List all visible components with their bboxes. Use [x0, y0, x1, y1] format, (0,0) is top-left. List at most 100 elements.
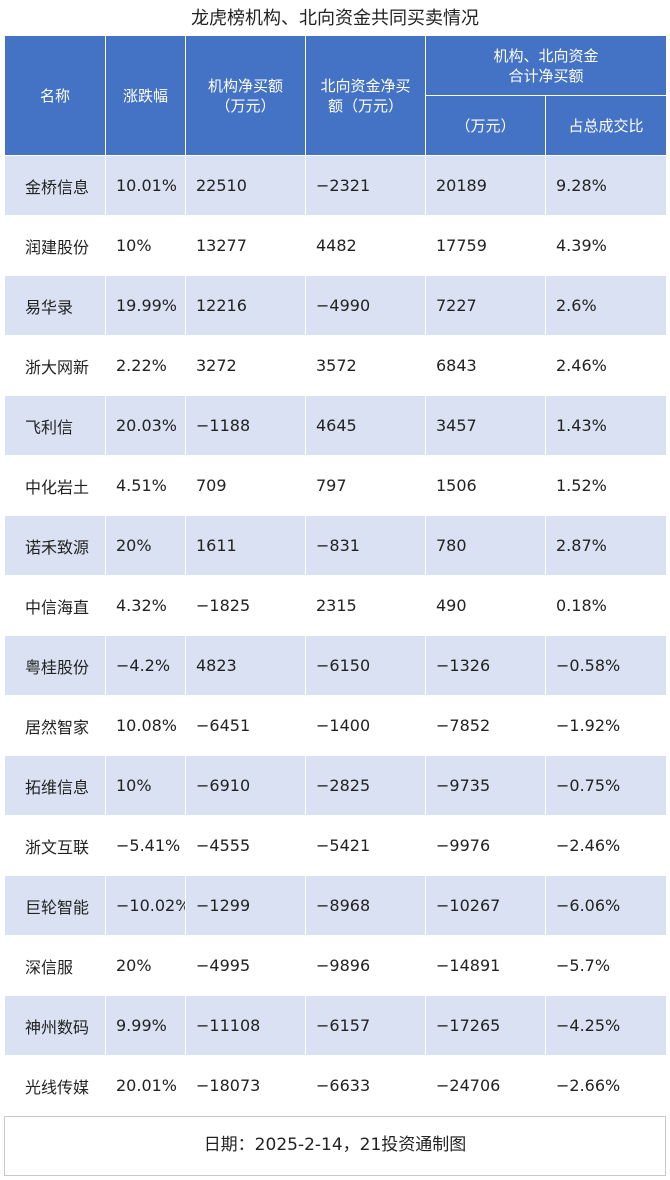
cell-total: 490 — [425, 575, 546, 636]
header-change: 涨跌幅 — [105, 35, 186, 156]
cell-inst: 3272 — [185, 335, 306, 396]
cell-name: 巨轮智能 — [4, 875, 106, 936]
cell-ratio: −2.66% — [544, 1055, 668, 1116]
cell-change: −5.41% — [105, 815, 186, 876]
cell-change: 10% — [105, 215, 186, 276]
cell-name: 居然智家 — [4, 695, 106, 756]
cell-north: −9896 — [305, 935, 426, 996]
table-row: 润建股份 10% 13277 4482 17759 4.39% — [4, 215, 668, 276]
cell-north: 797 — [305, 455, 426, 516]
cell-change: 10% — [105, 755, 186, 816]
cell-name: 中信海直 — [4, 575, 106, 636]
cell-inst: −18073 — [185, 1055, 306, 1116]
cell-change: 10.01% — [105, 155, 186, 216]
cell-ratio: 2.87% — [544, 515, 668, 576]
cell-change: −10.02% — [105, 875, 186, 936]
cell-north: −6633 — [305, 1055, 426, 1116]
cell-ratio: 2.6% — [544, 275, 668, 336]
cell-total: 17759 — [425, 215, 546, 276]
cell-ratio: 1.43% — [544, 395, 668, 456]
cell-total: −14891 — [425, 935, 546, 996]
cell-ratio: −6.06% — [544, 875, 668, 936]
header-institution-line1: 机构净买额 — [207, 76, 283, 95]
cell-total: −17265 — [425, 995, 546, 1056]
table-row: 浙大网新 2.22% 3272 3572 6843 2.46% — [4, 335, 668, 396]
table-row: 飞利信 20.03% −1188 4645 3457 1.43% — [4, 395, 668, 456]
cell-inst: 1611 — [185, 515, 306, 576]
cell-name: 深信服 — [4, 935, 106, 996]
cell-ratio: −0.58% — [544, 635, 668, 696]
cell-name: 浙大网新 — [4, 335, 106, 396]
cell-north: −6157 — [305, 995, 426, 1056]
table-row: 浙文互联 −5.41% −4555 −5421 −9976 −2.46% — [4, 815, 668, 876]
cell-ratio: −0.75% — [544, 755, 668, 816]
cell-total: 3457 — [425, 395, 546, 456]
cell-inst: 22510 — [185, 155, 306, 216]
cell-north: 4645 — [305, 395, 426, 456]
cell-ratio: −5.7% — [544, 935, 668, 996]
cell-name: 中化岩土 — [4, 455, 106, 516]
cell-change: −4.2% — [105, 635, 186, 696]
table-row: 金桥信息 10.01% 22510 −2321 20189 9.28% — [4, 155, 668, 216]
cell-change: 20.01% — [105, 1055, 186, 1116]
data-table: 名称 涨跌幅 机构净买额 （万元） 北向资金净买 额（万元） 机构、北向资金 合… — [4, 35, 668, 1116]
cell-north: −8968 — [305, 875, 426, 936]
cell-change: 2.22% — [105, 335, 186, 396]
cell-change: 4.32% — [105, 575, 186, 636]
cell-north: −2321 — [305, 155, 426, 216]
cell-north: −831 — [305, 515, 426, 576]
cell-inst: −4995 — [185, 935, 306, 996]
table-row: 诺禾致源 20% 1611 −831 780 2.87% — [4, 515, 668, 576]
header-combined-ratio: 占总成交比 — [544, 95, 668, 156]
cell-north: −4990 — [305, 275, 426, 336]
table-row: 易华录 19.99% 12216 −4990 7227 2.6% — [4, 275, 668, 336]
table-row: 粤桂股份 −4.2% 4823 −6150 −1326 −0.58% — [4, 635, 668, 696]
cell-inst: −1825 — [185, 575, 306, 636]
cell-inst: 13277 — [185, 215, 306, 276]
cell-total: 7227 — [425, 275, 546, 336]
cell-name: 粤桂股份 — [4, 635, 106, 696]
cell-ratio: 2.46% — [544, 335, 668, 396]
cell-name: 拓维信息 — [4, 755, 106, 816]
table-row: 深信服 20% −4995 −9896 −14891 −5.7% — [4, 935, 668, 996]
header-northbound-net-buy: 北向资金净买 额（万元） — [305, 35, 426, 156]
cell-north: −5421 — [305, 815, 426, 876]
cell-ratio: −1.92% — [544, 695, 668, 756]
cell-name: 光线传媒 — [4, 1055, 106, 1116]
cell-ratio: 4.39% — [544, 215, 668, 276]
cell-change: 19.99% — [105, 275, 186, 336]
cell-inst: 12216 — [185, 275, 306, 336]
header-northbound-line1: 北向资金净买 — [320, 76, 411, 95]
cell-inst: −1188 — [185, 395, 306, 456]
cell-change: 4.51% — [105, 455, 186, 516]
header-name: 名称 — [4, 35, 106, 156]
cell-north: −2825 — [305, 755, 426, 816]
page-title: 龙虎榜机构、北向资金共同买卖情况 — [191, 8, 479, 29]
cell-north: 2315 — [305, 575, 426, 636]
cell-total: 780 — [425, 515, 546, 576]
cell-name: 易华录 — [4, 275, 106, 336]
cell-total: −10267 — [425, 875, 546, 936]
footer-note: 日期：2025-2-14，21投资通制图 — [4, 1116, 666, 1176]
table-row: 中化岩土 4.51% 709 797 1506 1.52% — [4, 455, 668, 516]
cell-name: 神州数码 — [4, 995, 106, 1056]
cell-north: −6150 — [305, 635, 426, 696]
cell-inst: −6451 — [185, 695, 306, 756]
cell-name: 润建股份 — [4, 215, 106, 276]
cell-total: 6843 — [425, 335, 546, 396]
cell-north: 3572 — [305, 335, 426, 396]
table-row: 中信海直 4.32% −1825 2315 490 0.18% — [4, 575, 668, 636]
header-combined-line1: 机构、北向资金 — [493, 46, 599, 65]
header-institution-line2: （万元） — [215, 96, 276, 115]
cell-north: 4482 — [305, 215, 426, 276]
cell-inst: −4555 — [185, 815, 306, 876]
header-combined-amount: （万元） — [425, 95, 546, 156]
cell-ratio: −2.46% — [544, 815, 668, 876]
cell-inst: 709 — [185, 455, 306, 516]
cell-total: −24706 — [425, 1055, 546, 1116]
cell-total: −7852 — [425, 695, 546, 756]
cell-change: 20% — [105, 515, 186, 576]
cell-name: 飞利信 — [4, 395, 106, 456]
cell-change: 10.08% — [105, 695, 186, 756]
cell-inst: 4823 — [185, 635, 306, 696]
